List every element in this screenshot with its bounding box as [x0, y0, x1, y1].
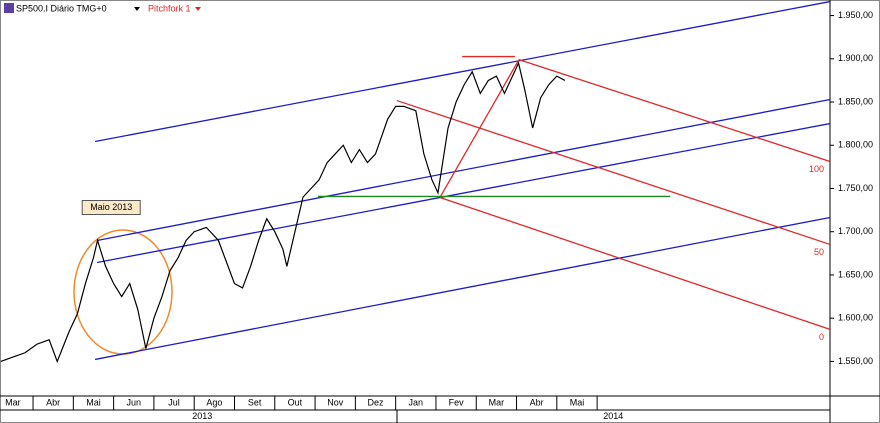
chart-subtitle: Pitchfork 1 [148, 3, 191, 13]
x-tick-label: Abr [46, 397, 60, 407]
fan-label: 0 [819, 332, 824, 342]
y-tick-label: 1.550,00 [838, 356, 873, 366]
trend-line [518, 58, 831, 163]
y-tick-label: 1.950,00 [838, 10, 873, 20]
x-tick-label: Abr [530, 397, 544, 407]
year-label: 2013 [192, 411, 212, 421]
y-tick-label: 1.900,00 [838, 53, 873, 63]
annotation-text: Maio 2013 [90, 202, 132, 212]
trend-line [439, 196, 831, 331]
symbol-icon [4, 3, 14, 13]
y-tick-label: 1.750,00 [838, 183, 873, 193]
y-tick-label: 1.600,00 [838, 313, 873, 323]
price-line [0, 61, 566, 364]
dropdown-arrow[interactable] [134, 7, 140, 11]
x-tick-label: Dez [368, 397, 385, 407]
trend-line [96, 98, 831, 242]
x-tick-label: Jan [409, 397, 424, 407]
x-tick-label: Mai [570, 397, 585, 407]
x-tick-label: Nov [327, 397, 344, 407]
y-tick-label: 1.650,00 [838, 269, 873, 279]
trend-line [396, 99, 831, 246]
chart-title: SP500.I Diário TMG+0 [16, 3, 107, 13]
y-tick-label: 1.800,00 [838, 140, 873, 150]
x-tick-label: Mar [5, 397, 21, 407]
trend-line [96, 122, 831, 264]
x-tick-label: Mai [86, 397, 101, 407]
y-tick-label: 1.850,00 [838, 96, 873, 106]
y-tick-label: 1.700,00 [838, 226, 873, 236]
fan-label: 100 [809, 164, 824, 174]
x-tick-label: Jul [168, 397, 180, 407]
x-tick-label: Ago [206, 397, 222, 407]
x-tick-label: Fev [449, 397, 465, 407]
x-tick-label: Out [288, 397, 303, 407]
year-label: 2014 [603, 411, 623, 421]
x-tick-label: Mar [489, 397, 505, 407]
x-tick-label: Set [248, 397, 262, 407]
dropdown-arrow[interactable] [195, 7, 201, 11]
fan-label: 50 [814, 247, 824, 257]
x-tick-label: Jun [127, 397, 142, 407]
annotation-box [81, 200, 141, 216]
trend-line [94, 216, 831, 361]
trend-line [94, 0, 831, 143]
